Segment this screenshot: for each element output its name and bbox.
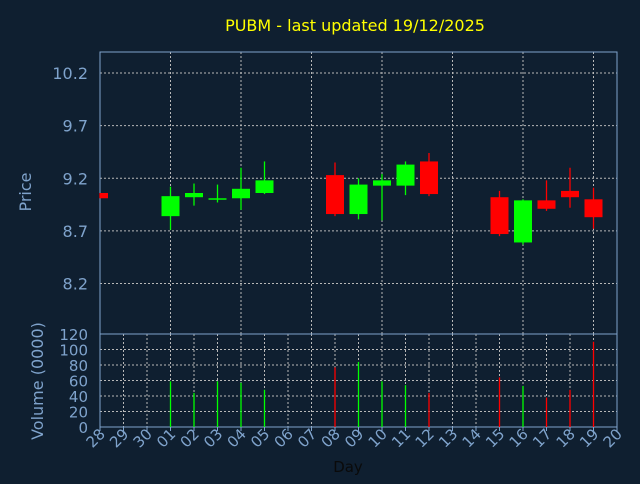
candle-body: [514, 200, 532, 243]
price-tick-label: 8.7: [63, 222, 88, 241]
volume-tick-label: 60: [69, 373, 88, 391]
x-tick-label: 08: [318, 425, 344, 451]
x-tick-label: 29: [106, 425, 132, 451]
x-tick-label: 09: [341, 425, 367, 451]
x-axis-label: Day: [333, 458, 363, 476]
price-tick-label: 10.2: [52, 64, 88, 83]
x-tick-label: 10: [365, 425, 391, 451]
candle-body: [561, 190, 579, 198]
volume-axis-label: Volume (0000): [28, 322, 47, 440]
x-tick-label: 11: [388, 425, 414, 451]
price-tick-label: 9.2: [63, 169, 88, 188]
candle-body: [490, 197, 509, 235]
price-tick-label: 8.2: [63, 274, 88, 293]
volume-tick-label: 0: [78, 419, 88, 437]
x-tick-label: 06: [271, 425, 297, 451]
candle-body: [396, 164, 415, 186]
volume-tick-label: 80: [69, 357, 88, 375]
x-tick-label: 04: [224, 425, 250, 451]
candle-body: [100, 193, 108, 199]
x-tick-label: 12: [412, 425, 438, 451]
volume-tick-label: 100: [59, 342, 88, 360]
x-tick-label: 18: [553, 425, 579, 451]
candle-body: [584, 199, 603, 218]
candle-body: [537, 200, 556, 209]
candle-body: [349, 184, 368, 215]
candle-body: [185, 193, 203, 198]
x-tick-label: 20: [600, 425, 626, 451]
x-tick-label: 16: [506, 425, 532, 451]
candle-body: [208, 198, 227, 200]
x-tick-label: 14: [459, 425, 485, 451]
x-tick-label: 13: [435, 425, 461, 451]
volume-tick-label: 20: [69, 404, 88, 422]
price-tick-label: 9.7: [63, 117, 88, 136]
candle-body: [161, 196, 180, 217]
volume-tick-label: 120: [59, 326, 88, 344]
x-tick-label: 02: [177, 425, 203, 451]
x-tick-label: 30: [130, 425, 156, 451]
candle-body: [255, 180, 274, 193]
price-axis-label: Price: [16, 172, 35, 211]
volume-tick-label: 40: [69, 388, 88, 406]
x-tick-label: 01: [153, 425, 179, 451]
price-panel: 8.2 8.7 9.2 9.7 10.2: [52, 51, 618, 335]
x-tick-label: 07: [294, 425, 320, 451]
candle-body: [232, 188, 250, 199]
volume-panel: 0204060801001202829300102030405060708091…: [59, 326, 625, 451]
x-tick-label: 03: [200, 425, 226, 451]
candle-body: [373, 180, 391, 186]
chart-title: PUBM - last updated 19/12/2025: [225, 16, 485, 35]
candle-body: [420, 161, 438, 195]
x-tick-label: 17: [529, 425, 555, 451]
x-tick-label: 05: [247, 425, 273, 451]
x-tick-label: 15: [482, 425, 508, 451]
candle-body: [326, 175, 344, 215]
x-tick-label: 19: [576, 425, 602, 451]
